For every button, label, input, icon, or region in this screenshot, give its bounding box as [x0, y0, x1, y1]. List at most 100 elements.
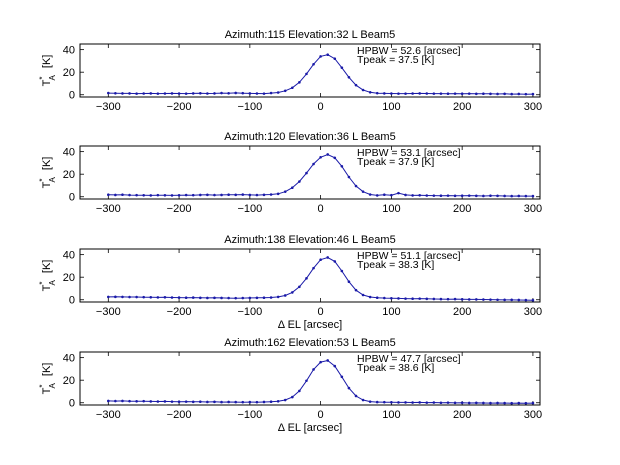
data-point	[404, 297, 407, 300]
data-point	[446, 194, 450, 197]
data-point	[432, 194, 436, 197]
x-tick-label: −100	[237, 306, 262, 318]
data-point	[170, 92, 174, 95]
data-point	[135, 399, 138, 403]
data-point	[397, 191, 400, 195]
data-point	[298, 180, 301, 183]
data-point	[184, 193, 188, 197]
data-point	[390, 92, 393, 95]
data-point	[354, 184, 358, 188]
data-point	[177, 400, 181, 404]
data-point	[107, 91, 110, 95]
data-point	[220, 296, 223, 300]
data-point	[460, 401, 464, 405]
data-point	[312, 266, 315, 270]
data-point	[248, 296, 252, 300]
subplot-title: Azimuth:115 Elevation:32 L Beam5	[225, 29, 396, 41]
data-point	[291, 291, 294, 294]
data-point	[199, 193, 202, 197]
x-tick-label: 100	[382, 101, 400, 113]
data-point	[354, 288, 358, 292]
data-point	[467, 92, 471, 95]
y-tick-label: 0	[69, 398, 75, 410]
data-point	[326, 53, 329, 57]
x-tick-label: 100	[382, 409, 400, 421]
data-point	[517, 194, 521, 198]
data-point	[425, 297, 429, 301]
data-point	[361, 398, 365, 402]
data-point	[248, 400, 252, 404]
data-point	[383, 400, 386, 404]
data-point	[305, 277, 308, 280]
data-point	[269, 296, 273, 299]
data-point	[248, 92, 252, 95]
data-point	[291, 86, 294, 90]
subplot-2: Azimuth:120 Elevation:36 L Beam5 −300 −200…	[38, 131, 542, 215]
data-point	[156, 400, 160, 403]
data-point	[255, 296, 259, 300]
data-point	[262, 92, 266, 95]
data-point	[114, 399, 117, 403]
data-point	[354, 394, 358, 398]
data-point	[489, 194, 492, 198]
tpeak-annotation: Tpeak = 37.5 [K]	[357, 54, 434, 66]
x-axis-label: Δ EL [arcsec]	[278, 319, 342, 331]
data-point	[531, 194, 535, 198]
y-axis-label: T*A [K]	[38, 260, 57, 292]
data-point	[333, 364, 337, 368]
data-point	[326, 359, 329, 362]
data-point	[340, 269, 344, 273]
data-point	[319, 55, 322, 58]
data-point	[503, 194, 506, 198]
data-point	[276, 399, 280, 403]
data-point	[142, 92, 145, 95]
data-point	[517, 92, 521, 96]
y-tick-label: 40	[63, 45, 75, 57]
axes-frame	[79, 248, 541, 303]
y-tick-label: 20	[63, 169, 75, 181]
x-tick-label: 0	[318, 203, 324, 215]
data-point	[262, 400, 266, 404]
data-point	[333, 57, 337, 60]
data-point	[368, 400, 372, 403]
data-point	[241, 296, 245, 300]
data-point	[121, 92, 124, 95]
y-tick-label: 40	[63, 147, 75, 159]
data-point	[114, 193, 117, 197]
x-tick-label: 200	[453, 101, 471, 113]
data-point	[319, 258, 322, 262]
data-point	[383, 92, 386, 95]
data-point	[305, 379, 308, 383]
data-point	[496, 401, 499, 405]
data-point	[156, 193, 160, 197]
data-point	[368, 193, 372, 196]
tpeak-annotation: Tpeak = 38.6 [K]	[357, 362, 434, 374]
data-point	[191, 193, 195, 197]
data-point	[319, 360, 322, 364]
data-point	[135, 92, 138, 95]
x-tick-label: −200	[167, 306, 192, 318]
data-point	[467, 194, 471, 197]
data-point	[432, 92, 436, 95]
data-point	[326, 153, 329, 156]
data-point	[411, 194, 414, 197]
subplot-1: Azimuth:115 Elevation:32 L Beam5 −300 −200…	[38, 29, 542, 113]
data-point	[482, 194, 485, 198]
y-tick-label: 20	[63, 375, 75, 387]
data-point	[496, 92, 499, 96]
y-axis-label: T*A [K]	[38, 55, 57, 87]
data-point	[411, 92, 414, 95]
data-point	[283, 89, 287, 93]
data-point	[361, 88, 365, 92]
x-tick-label: 0	[318, 101, 324, 113]
data-point	[467, 298, 471, 301]
data-point	[241, 400, 245, 404]
data-point	[163, 92, 167, 95]
x-tick-label: −100	[237, 101, 262, 113]
data-point	[213, 193, 216, 197]
y-tick-label: 0	[69, 295, 75, 307]
data-point	[269, 91, 273, 95]
x-tick-label: 200	[453, 409, 471, 421]
data-point	[177, 193, 181, 197]
data-point	[177, 296, 181, 299]
